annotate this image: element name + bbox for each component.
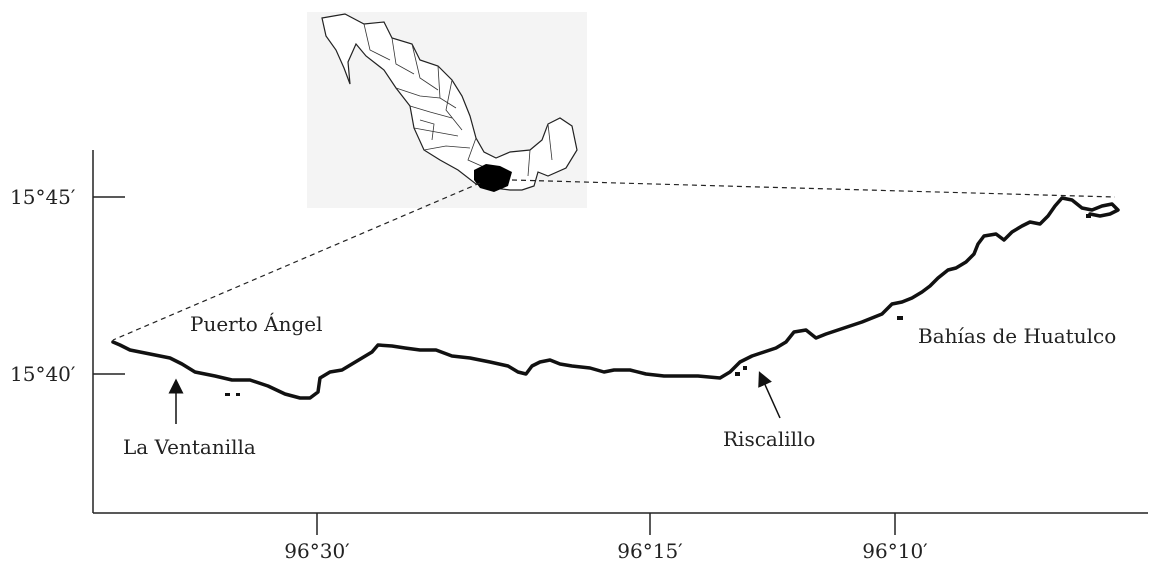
oaxaca-coastline [111,196,1120,400]
coastal-islets [225,214,1091,396]
oaxaca-highlight [474,164,512,192]
x-tick-label-96-10: 96°10′ [862,539,928,563]
y-tick-label-15-45: 15°45′ [10,185,76,209]
y-tick-label-15-40: 15°40′ [10,362,76,386]
x-tick-label-96-15: 96°15′ [617,539,683,563]
label-riscalillo: Riscalillo [723,427,815,451]
map-axes: 15°45′ 15°40′ 96°30′ 96°15′ 96°10′ [10,150,1148,563]
connector-line-east [511,179,1116,198]
connector-line-west [112,182,481,341]
label-puerto-angel: Puerto Ángel [190,312,323,336]
inset-connector-lines [112,179,1116,341]
label-la-ventanilla: La Ventanilla [123,435,256,459]
x-tick-label-96-30: 96°30′ [284,539,350,563]
state-borders [363,23,553,177]
arrow-riscalillo [758,371,781,419]
label-bahias-de-huatulco: Bahías de Huatulco [918,324,1116,348]
mexico-inset-map [307,12,587,208]
